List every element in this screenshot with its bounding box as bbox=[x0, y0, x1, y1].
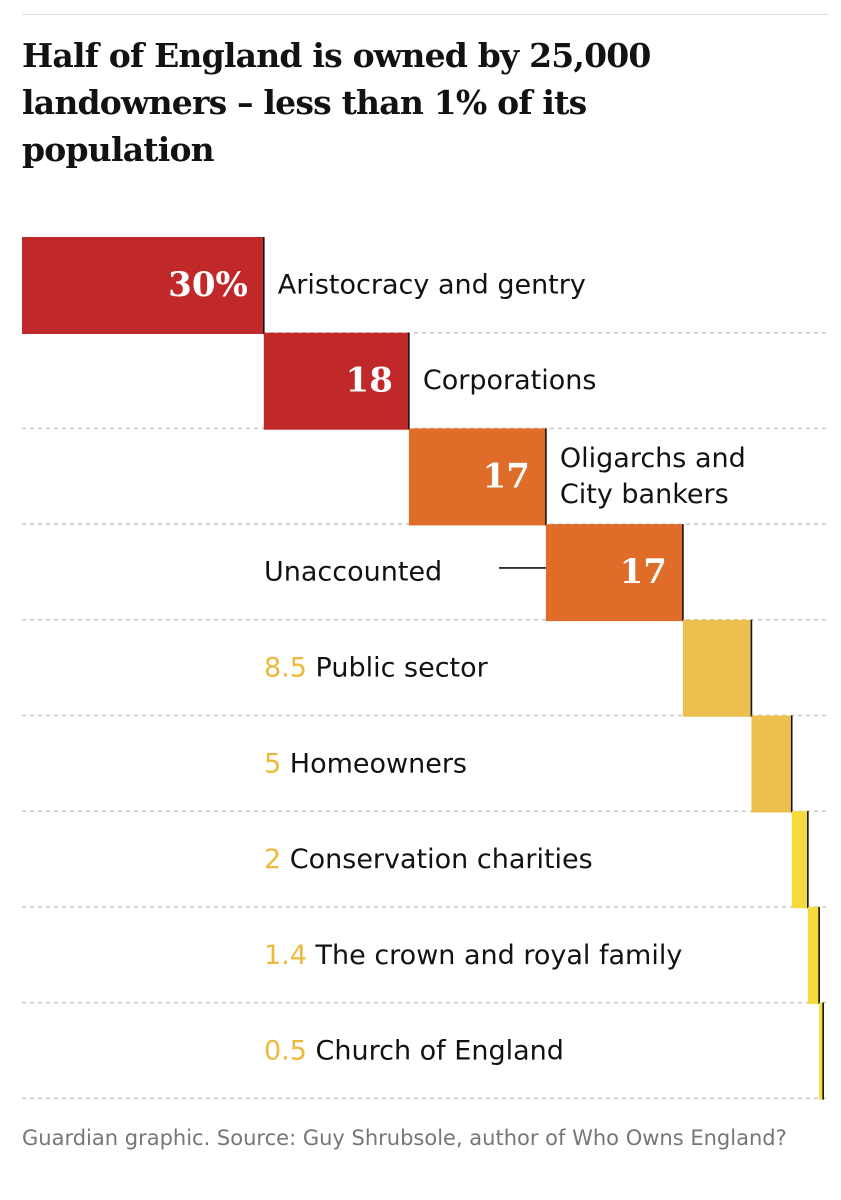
category-label: Unaccounted bbox=[264, 556, 442, 587]
value-and-label: 8.5 Public sector bbox=[264, 652, 489, 683]
value-label: 0.5 bbox=[264, 1035, 307, 1066]
value-label: 17 bbox=[620, 552, 667, 592]
bar-group-6: 5 Homeowners bbox=[22, 715, 828, 813]
value-label: 5 bbox=[264, 748, 281, 779]
value-and-label: 1.4 The crown and royal family bbox=[264, 939, 682, 970]
value-label: 8.5 bbox=[264, 652, 307, 683]
bar-group-4: 17 Unaccounted bbox=[22, 524, 828, 622]
bar-group-8: 1.4 The crown and royal family bbox=[22, 906, 828, 1004]
bar bbox=[263, 332, 409, 430]
bar-group-7: 2 Conservation charities bbox=[22, 811, 828, 909]
category-label: Conservation charities bbox=[281, 844, 593, 875]
value-and-label: 5 Homeowners bbox=[264, 748, 467, 779]
bar-group-1: 30% Aristocracy and gentry bbox=[22, 237, 828, 334]
bar bbox=[408, 428, 546, 526]
bar bbox=[807, 906, 820, 1004]
value-label: 2 bbox=[264, 844, 281, 875]
bar bbox=[682, 619, 752, 717]
category-label: Homeowners bbox=[281, 748, 467, 779]
category-label-line: City bankers bbox=[560, 479, 729, 510]
top-rule bbox=[22, 14, 828, 15]
bar bbox=[751, 715, 792, 813]
category-label: Public sector bbox=[307, 652, 489, 683]
chart-title: Half of England is owned by 25,000 lando… bbox=[22, 36, 651, 169]
value-label: 30% bbox=[168, 265, 248, 305]
bar-group-2: 18 Corporations bbox=[22, 332, 828, 430]
bar-group-3: 17 Oligarchs and City bankers bbox=[22, 428, 828, 526]
value-and-label: 2 Conservation charities bbox=[264, 844, 593, 875]
bar bbox=[791, 811, 808, 909]
bar-group-9: 0.5 Church of England bbox=[22, 1002, 828, 1100]
value-and-label: 0.5 Church of England bbox=[264, 1035, 564, 1066]
value-label: 1.4 bbox=[264, 939, 307, 970]
category-label: Oligarchs and City bankers bbox=[560, 443, 746, 510]
category-label: Church of England bbox=[307, 1035, 564, 1066]
value-label: 17 bbox=[483, 456, 530, 496]
category-label: Aristocracy and gentry bbox=[278, 269, 586, 300]
category-label: Corporations bbox=[423, 365, 597, 396]
bar bbox=[819, 1002, 824, 1100]
source-note: Guardian graphic. Source: Guy Shrubsole,… bbox=[22, 1126, 787, 1150]
bar bbox=[545, 524, 683, 622]
bar bbox=[22, 237, 264, 334]
category-label-line: Oligarchs and bbox=[560, 443, 746, 474]
bar-group-5: 8.5 Public sector bbox=[22, 619, 828, 717]
category-label: The crown and royal family bbox=[307, 939, 682, 970]
value-label: 18 bbox=[346, 361, 393, 401]
